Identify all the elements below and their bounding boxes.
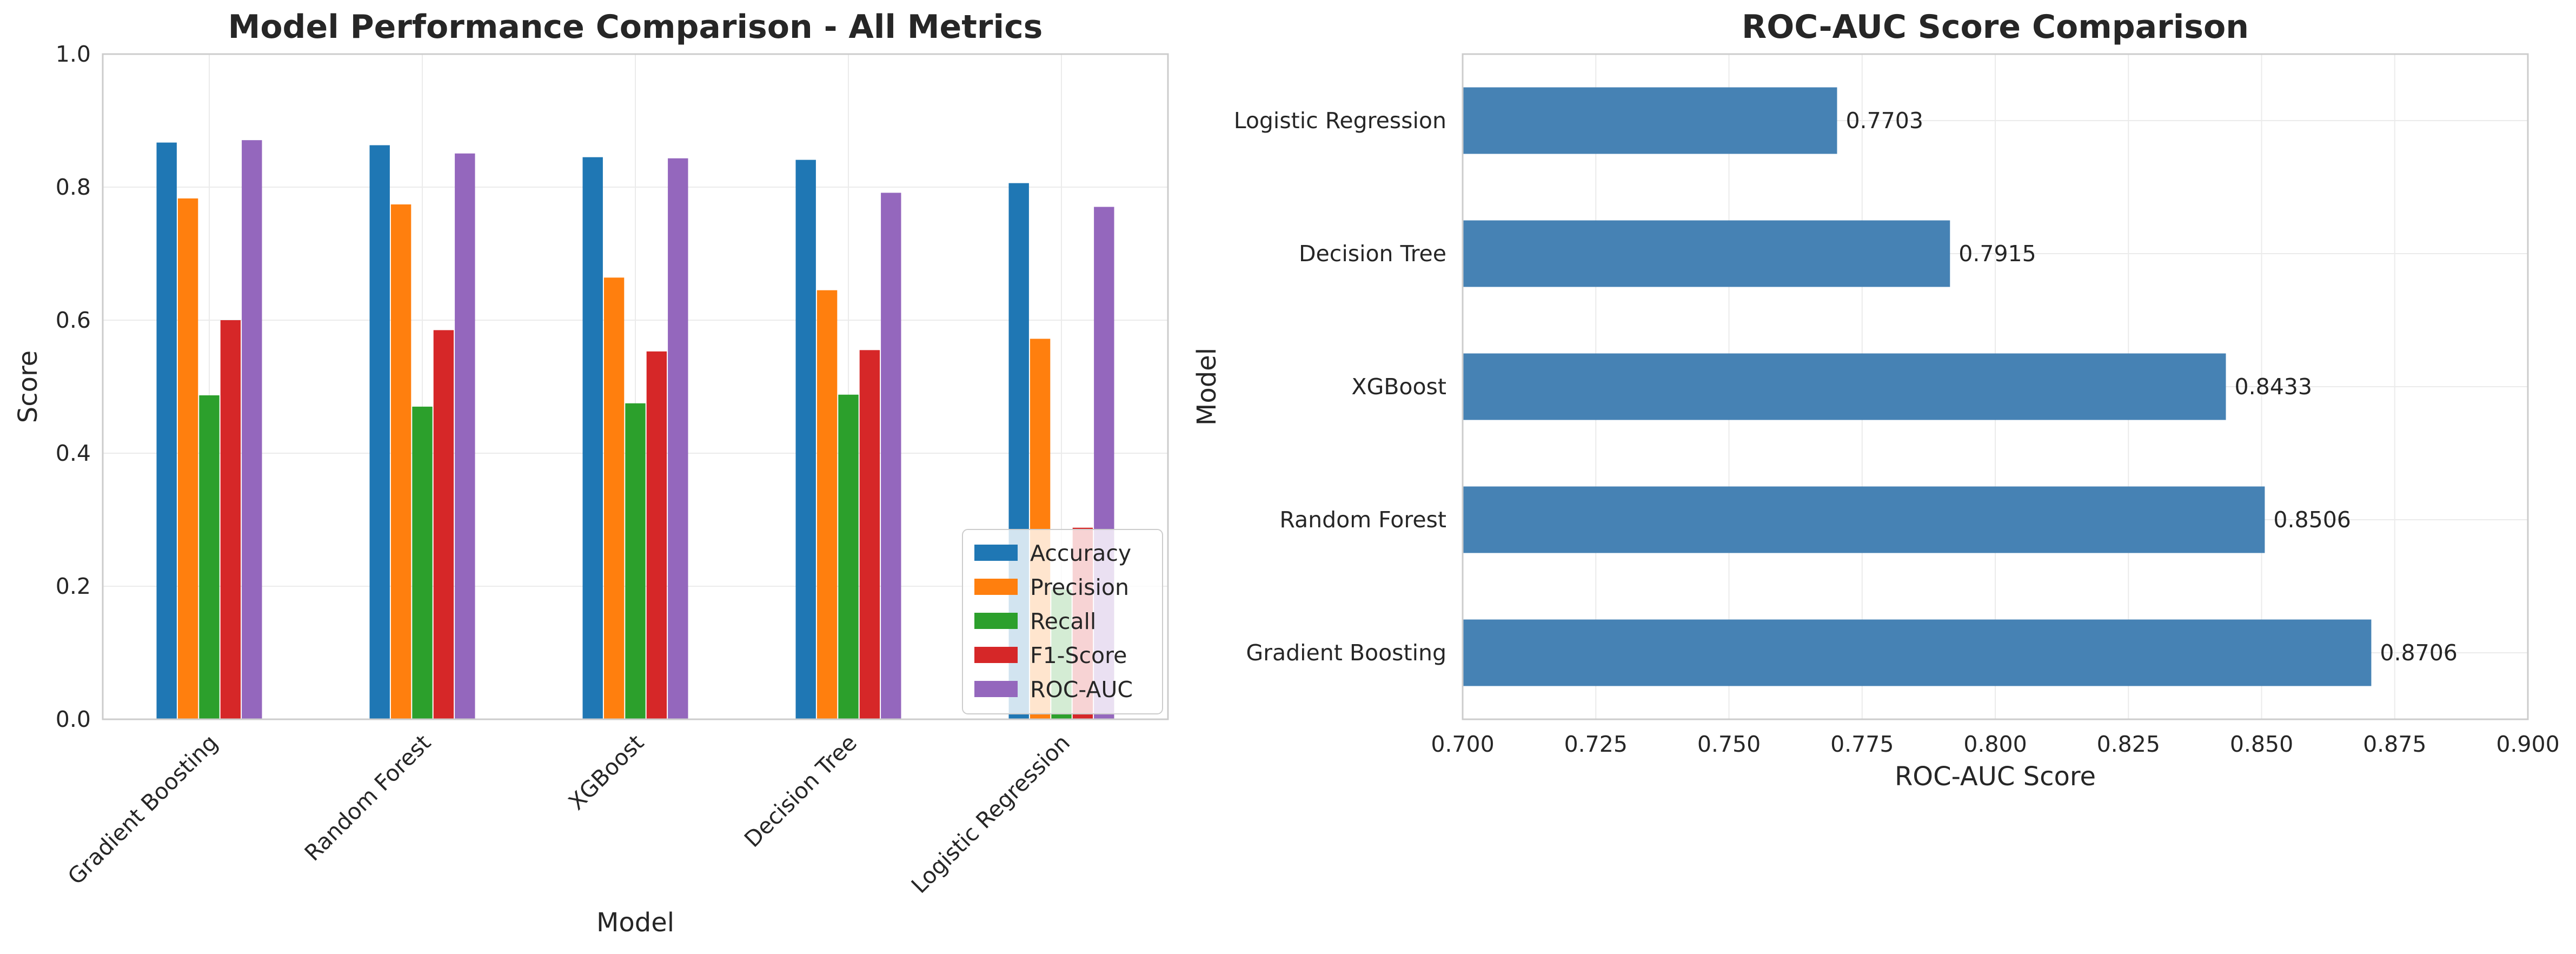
roc-auc-bar-chart: ROC-AUC Score Comparison 0.87060.85060.8… xyxy=(1192,8,2560,792)
chart2-x-tick-label: 0.800 xyxy=(1963,731,2027,757)
bar-f1-score-gradient-boosting xyxy=(220,320,241,719)
chart2-y-ticks: Gradient Boosting Random Forest XGBoost Dec… xyxy=(1234,108,1446,666)
chart1-y-axis-label: Score xyxy=(13,350,43,423)
bar-accuracy-gradient-boosting xyxy=(156,142,177,720)
chart1-x-tick-label: Gradient Boosting xyxy=(63,730,223,890)
value-label-random-forest: 0.8506 xyxy=(2273,507,2351,533)
legend-label-accuracy: Accuracy xyxy=(1030,540,1131,566)
bar-roc-auc-decision-tree xyxy=(1463,220,1950,287)
chart1-y-tick-label: 0.0 xyxy=(56,706,91,732)
chart1-y-tick-label: 0.8 xyxy=(56,174,91,200)
chart2-x-ticks: 0.700 0.725 0.750 0.775 0.800 0.825 0.850 0.875… xyxy=(1431,731,2559,757)
legend-swatch-accuracy xyxy=(974,545,1018,561)
chart1-y-tick-label: 1.0 xyxy=(56,41,91,67)
chart1-x-ticks: Gradient Boosting Random Forest XGBoost Dec… xyxy=(63,730,1075,898)
bar-accuracy-random-forest xyxy=(369,145,390,719)
chart1-frame xyxy=(102,53,1169,720)
chart1-x-tick-label: Decision Tree xyxy=(739,730,862,852)
value-label-gradient-boosting: 0.8706 xyxy=(2380,640,2457,666)
value-label-decision-tree: 0.7915 xyxy=(1958,241,2036,267)
bar-precision-gradient-boosting xyxy=(177,198,198,719)
chart2-x-tick-label: 0.775 xyxy=(1830,731,1894,757)
chart2-y-tick-label: XGBoost xyxy=(1351,374,1446,400)
bar-f1-score-xgboost xyxy=(646,351,667,719)
legend-swatch-recall xyxy=(974,613,1018,629)
bar-recall-xgboost xyxy=(625,403,646,719)
bar-f1-score-random-forest xyxy=(433,330,454,719)
chart2-x-axis-label: ROC-AUC Score xyxy=(1895,761,2096,792)
chart1-legend: Accuracy Precision Recall F1-Score ROC-AUC xyxy=(962,529,1163,714)
chart2-y-tick-label: Decision Tree xyxy=(1299,241,1446,267)
chart2-x-tick-label: 0.900 xyxy=(2496,731,2559,757)
chart2-bars: 0.8706 0.8506 0.8433 0.7915 0.7703 xyxy=(1463,87,2458,686)
chart2-x-tick-label: 0.700 xyxy=(1431,731,1494,757)
chart1-x-tick-label: Logistic Regression xyxy=(906,730,1075,898)
chart1-y-tick-label: 0.6 xyxy=(56,307,91,333)
legend-label-roc-auc: ROC-AUC xyxy=(1030,677,1133,703)
chart1-y-ticks: 0.0 0.2 0.4 0.6 0.8 1.0 xyxy=(56,41,91,732)
chart2-y-tick-label: Logistic Regression xyxy=(1234,108,1446,134)
chart2-title: ROC-AUC Score Comparison xyxy=(1742,8,2249,46)
bar-recall-decision-tree xyxy=(838,394,859,719)
legend-box xyxy=(962,529,1163,714)
legend-label-precision: Precision xyxy=(1030,574,1129,600)
chart2-x-tick-label: 0.825 xyxy=(2097,731,2160,757)
bar-recall-gradient-boosting xyxy=(199,395,220,719)
bar-precision-decision-tree xyxy=(816,290,838,719)
bar-roc-auc-gradient-boosting xyxy=(1463,619,2372,686)
chart1-x-tick-label: XGBoost xyxy=(563,730,649,815)
bar-accuracy-decision-tree xyxy=(795,160,816,719)
bar-accuracy-xgboost xyxy=(582,157,603,719)
value-label-logistic-regression: 0.7703 xyxy=(1845,108,1923,134)
value-label-xgboost: 0.8433 xyxy=(2235,374,2312,400)
chart2-y-tick-label: Random Forest xyxy=(1279,507,1446,533)
legend-swatch-f1-score xyxy=(974,647,1018,663)
bar-precision-xgboost xyxy=(603,277,625,719)
bar-roc-auc-xgboost xyxy=(1463,353,2226,420)
bar-roc-auc-gradient-boosting xyxy=(242,140,262,719)
chart1-x-axis-label: Model xyxy=(596,907,674,938)
legend-label-recall: Recall xyxy=(1030,608,1096,634)
chart2-x-tick-label: 0.750 xyxy=(1697,731,1761,757)
bar-recall-random-forest xyxy=(412,406,433,719)
bar-precision-random-forest xyxy=(390,204,411,720)
bar-roc-auc-decision-tree xyxy=(881,193,901,720)
legend-label-f1-score: F1-Score xyxy=(1030,642,1127,668)
legend-swatch-roc-auc xyxy=(974,681,1018,697)
chart2-y-axis-label: Model xyxy=(1192,348,1222,426)
chart2-frame xyxy=(1462,53,2529,720)
legend-swatch-precision xyxy=(974,579,1018,595)
chart1-title: Model Performance Comparison - All Metri… xyxy=(228,8,1043,46)
bar-f1-score-decision-tree xyxy=(859,350,880,719)
chart2-y-tick-label: Gradient Boosting xyxy=(1246,640,1446,666)
chart1-x-tick-label: Random Forest xyxy=(300,730,436,866)
chart2-x-tick-label: 0.850 xyxy=(2230,731,2293,757)
chart2-x-tick-label: 0.725 xyxy=(1564,731,1628,757)
chart2-x-tick-label: 0.875 xyxy=(2363,731,2426,757)
chart1-y-tick-label: 0.2 xyxy=(56,573,91,599)
bar-roc-auc-logistic-regression xyxy=(1463,87,1837,154)
chart1-y-tick-label: 0.4 xyxy=(56,440,91,466)
bar-roc-auc-xgboost xyxy=(668,158,688,720)
bar-roc-auc-random-forest xyxy=(455,153,475,720)
metrics-bar-chart: Model Performance Comparison - All Metri… xyxy=(13,8,1169,938)
bar-roc-auc-random-forest xyxy=(1463,486,2265,553)
